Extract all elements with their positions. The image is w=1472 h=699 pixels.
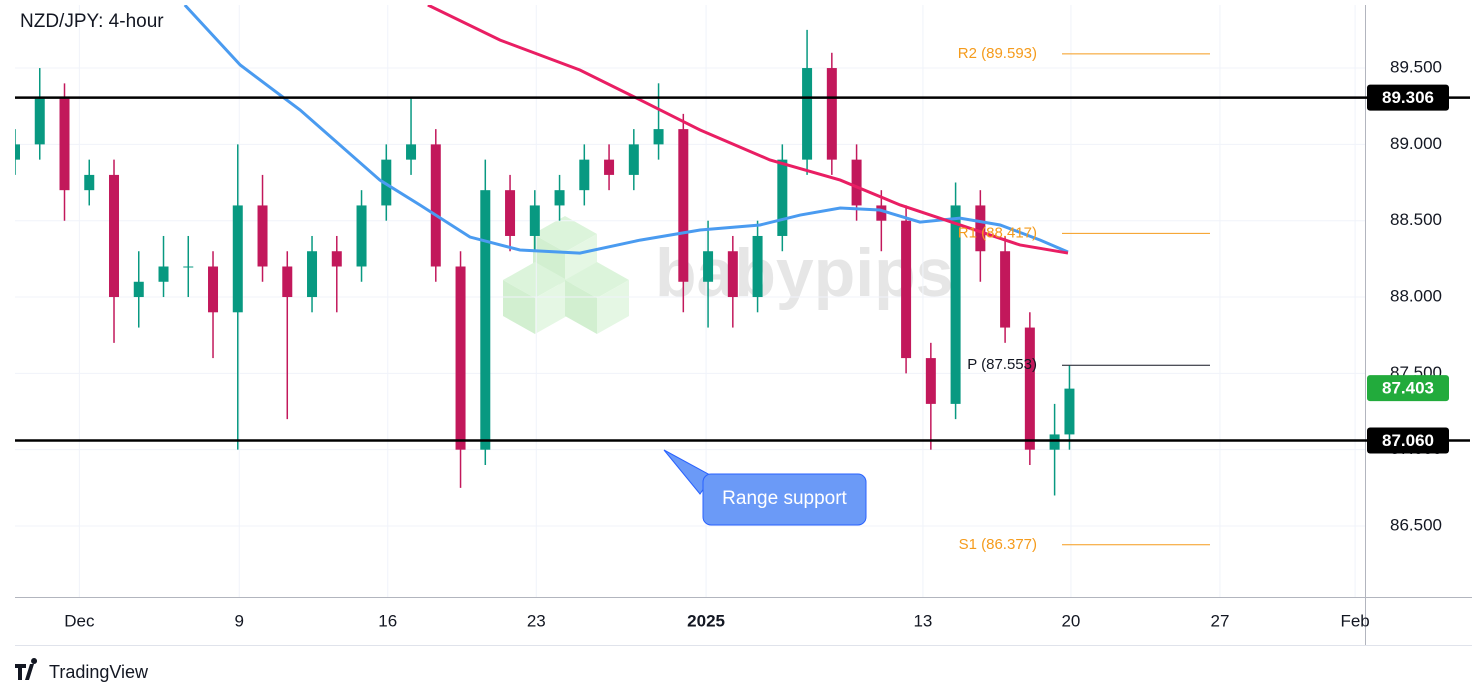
candle-body xyxy=(876,205,887,221)
x-tick-label: 13 xyxy=(913,611,932,630)
candle-body xyxy=(1049,434,1060,450)
candle-body xyxy=(529,205,540,236)
x-tick-label: 9 xyxy=(235,611,244,630)
price-label: 89.306 xyxy=(1382,88,1434,107)
y-tick-label: 86.500 xyxy=(1390,515,1442,534)
x-tick-label: 20 xyxy=(1061,611,1080,630)
pivot-label: R1 (88.417) xyxy=(958,224,1037,241)
candle-body xyxy=(901,220,912,359)
candle-body xyxy=(158,266,169,282)
candle-body xyxy=(579,159,590,191)
candle-body xyxy=(1024,327,1035,450)
candle-body xyxy=(826,68,837,160)
current-price-label: 87.403 xyxy=(1382,379,1434,398)
chart-title: NZD/JPY: 4-hour xyxy=(20,11,164,32)
candle-body xyxy=(604,159,615,175)
x-tick-label: Feb xyxy=(1340,611,1369,630)
candle-body xyxy=(109,174,120,298)
candle-body xyxy=(505,190,516,236)
candle-body xyxy=(925,358,936,404)
pivot-label: S1 (86.377) xyxy=(959,536,1037,553)
x-tick-label: 27 xyxy=(1210,611,1229,630)
y-tick-label: 89.500 xyxy=(1390,58,1442,77)
moving-average xyxy=(427,5,1069,255)
pivot-label: R2 (89.593) xyxy=(958,45,1037,62)
candle-body xyxy=(232,205,243,313)
candle-body xyxy=(455,266,466,450)
candle-body xyxy=(975,205,986,252)
price-label-bg xyxy=(1367,427,1449,454)
candle-body xyxy=(84,174,95,191)
annotation-text: Range support xyxy=(722,488,847,509)
candle-body xyxy=(678,129,689,282)
candle-body xyxy=(480,190,491,450)
brand: TradingView xyxy=(49,662,149,682)
candle-body xyxy=(1000,251,1011,328)
candle-body xyxy=(183,266,194,268)
candle-body xyxy=(59,98,70,191)
candle-body xyxy=(430,144,441,267)
current-price-bg xyxy=(1367,375,1449,402)
y-tick-label: 88.500 xyxy=(1390,210,1442,229)
pivot-label: P (87.553) xyxy=(967,356,1037,373)
candle-body xyxy=(802,68,813,160)
tradingview-logo: TradingView xyxy=(15,658,149,682)
candle-body xyxy=(307,251,318,298)
candle-body xyxy=(15,144,20,160)
candle-body xyxy=(554,190,565,206)
candle-body xyxy=(777,159,788,236)
y-tick-label: 88.000 xyxy=(1390,287,1442,306)
price-label-bg xyxy=(1367,84,1449,111)
x-tick-label: 2025 xyxy=(687,611,725,630)
candle-body xyxy=(34,98,45,145)
price-label: 87.060 xyxy=(1382,431,1434,450)
candle-body xyxy=(653,129,664,145)
candle-body xyxy=(331,251,342,267)
candle-body xyxy=(950,205,961,404)
x-tick-label: Dec xyxy=(64,611,95,630)
candle-body xyxy=(851,159,862,206)
candle-body xyxy=(406,144,417,160)
moving-average xyxy=(183,5,1069,255)
annotation-callout: Range support xyxy=(663,449,867,526)
candle-body xyxy=(703,251,714,282)
x-tick-label: 16 xyxy=(378,611,397,630)
candle-body xyxy=(257,205,268,267)
candle-body xyxy=(282,266,293,298)
candle-body xyxy=(133,281,144,298)
plot-area xyxy=(15,5,1365,597)
x-tick-label: 23 xyxy=(527,611,546,630)
candle-body xyxy=(752,235,763,298)
candle-body xyxy=(1064,388,1075,435)
y-tick-label: 89.000 xyxy=(1390,134,1442,153)
candle-body xyxy=(208,266,219,313)
candle-body xyxy=(727,251,738,298)
candle-body xyxy=(356,205,367,267)
candle-body xyxy=(628,144,639,175)
